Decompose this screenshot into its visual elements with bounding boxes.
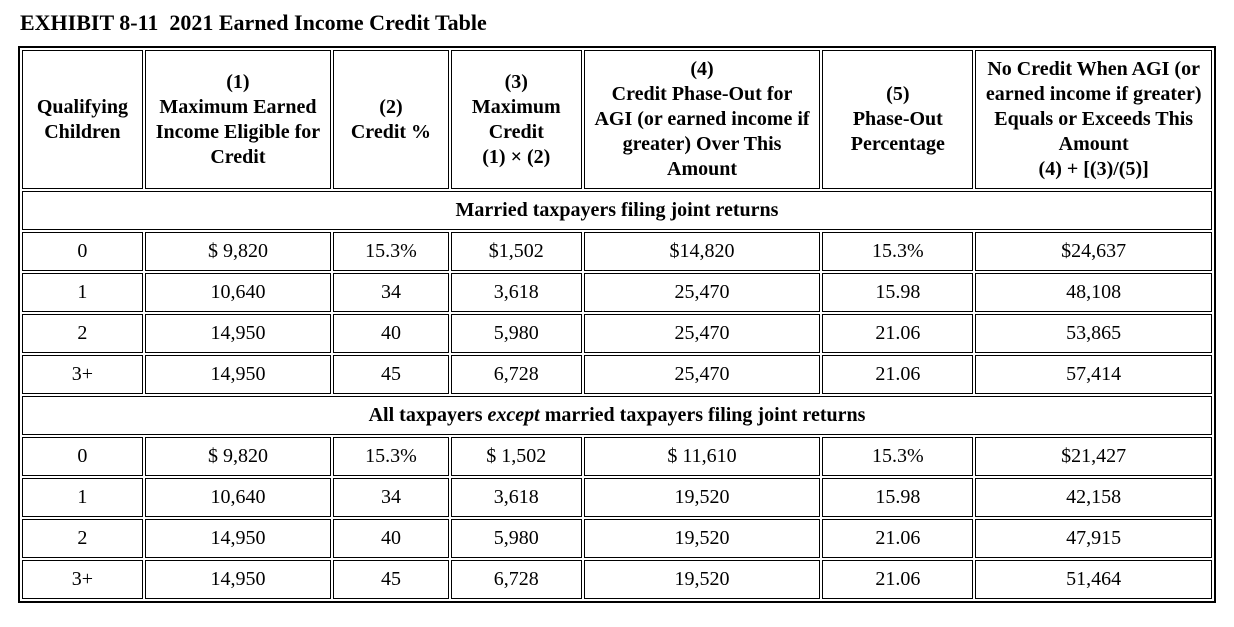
table-row: 2 14,950 40 5,980 19,520 21.06 47,915 <box>22 519 1212 558</box>
cell-col4: 25,470 <box>584 314 821 353</box>
cell-col3: $ 1,502 <box>451 437 582 476</box>
cell-col5: 21.06 <box>822 355 973 394</box>
cell-col4: 25,470 <box>584 355 821 394</box>
cell-col5: 15.3% <box>822 437 973 476</box>
section-label-pre: Married taxpayers filing joint returns <box>456 199 779 221</box>
cell-col3: 5,980 <box>451 519 582 558</box>
table-row: 0 $ 9,820 15.3% $ 1,502 $ 11,610 15.3% $… <box>22 437 1212 476</box>
cell-col6: 57,414 <box>975 355 1212 394</box>
cell-col5: 21.06 <box>822 519 973 558</box>
cell-col3: 6,728 <box>451 355 582 394</box>
section-label-pre: All taxpayers <box>369 404 488 426</box>
cell-col1: 10,640 <box>145 478 331 517</box>
cell-col1: 14,950 <box>145 314 331 353</box>
cell-col2: 34 <box>333 478 449 517</box>
cell-children: 1 <box>22 273 143 312</box>
section-heading-row: Married taxpayers filing joint returns <box>22 191 1212 230</box>
col-header-6: No Credit When AGI (or earned income if … <box>975 50 1212 189</box>
cell-children: 2 <box>22 314 143 353</box>
cell-col3: 3,618 <box>451 273 582 312</box>
cell-col6: 53,865 <box>975 314 1212 353</box>
section-label-post: married taxpayers filing joint returns <box>540 404 866 426</box>
cell-children: 2 <box>22 519 143 558</box>
cell-children: 0 <box>22 232 143 271</box>
table-row: 0 $ 9,820 15.3% $1,502 $14,820 15.3% $24… <box>22 232 1212 271</box>
col-header-1: (1)Maximum Earned Income Eligible for Cr… <box>145 50 331 189</box>
cell-col2: 40 <box>333 314 449 353</box>
cell-col2: 34 <box>333 273 449 312</box>
section-heading: Married taxpayers filing joint returns <box>22 191 1212 230</box>
cell-col2: 40 <box>333 519 449 558</box>
cell-col3: 3,618 <box>451 478 582 517</box>
cell-col6: $21,427 <box>975 437 1212 476</box>
cell-col3: $1,502 <box>451 232 582 271</box>
cell-col5: 21.06 <box>822 560 973 599</box>
cell-col1: 14,950 <box>145 355 331 394</box>
cell-col1: $ 9,820 <box>145 437 331 476</box>
eic-table: Qualifying Children (1)Maximum Earned In… <box>18 46 1216 603</box>
cell-col1: $ 9,820 <box>145 232 331 271</box>
cell-col1: 10,640 <box>145 273 331 312</box>
table-row: 2 14,950 40 5,980 25,470 21.06 53,865 <box>22 314 1212 353</box>
cell-children: 3+ <box>22 560 143 599</box>
cell-col6: 47,915 <box>975 519 1212 558</box>
col-header-2: (2)Credit % <box>333 50 449 189</box>
cell-col1: 14,950 <box>145 519 331 558</box>
col-header-5: (5)Phase-Out Percentage <box>822 50 973 189</box>
cell-col5: 21.06 <box>822 314 973 353</box>
table-body: Married taxpayers filing joint returns 0… <box>22 191 1212 599</box>
col-header-children: Qualifying Children <box>22 50 143 189</box>
section-heading: All taxpayers except married taxpayers f… <box>22 396 1212 435</box>
cell-col6: 51,464 <box>975 560 1212 599</box>
cell-children: 1 <box>22 478 143 517</box>
cell-col1: 14,950 <box>145 560 331 599</box>
cell-col2: 15.3% <box>333 437 449 476</box>
cell-col4: $ 11,610 <box>584 437 821 476</box>
cell-col5: 15.98 <box>822 478 973 517</box>
table-header-row: Qualifying Children (1)Maximum Earned In… <box>22 50 1212 189</box>
cell-col5: 15.3% <box>822 232 973 271</box>
cell-col4: 19,520 <box>584 478 821 517</box>
cell-col2: 45 <box>333 560 449 599</box>
cell-col4: $14,820 <box>584 232 821 271</box>
cell-col5: 15.98 <box>822 273 973 312</box>
table-row: 3+ 14,950 45 6,728 19,520 21.06 51,464 <box>22 560 1212 599</box>
cell-col2: 15.3% <box>333 232 449 271</box>
col-header-3: (3)Maximum Credit(1) × (2) <box>451 50 582 189</box>
cell-col6: $24,637 <box>975 232 1212 271</box>
cell-col6: 48,108 <box>975 273 1212 312</box>
table-row: 1 10,640 34 3,618 25,470 15.98 48,108 <box>22 273 1212 312</box>
cell-col2: 45 <box>333 355 449 394</box>
cell-col4: 25,470 <box>584 273 821 312</box>
cell-col3: 6,728 <box>451 560 582 599</box>
col-header-4: (4)Credit Phase-Out for AGI (or earned i… <box>584 50 821 189</box>
cell-children: 0 <box>22 437 143 476</box>
table-row: 1 10,640 34 3,618 19,520 15.98 42,158 <box>22 478 1212 517</box>
section-heading-row: All taxpayers except married taxpayers f… <box>22 396 1212 435</box>
cell-children: 3+ <box>22 355 143 394</box>
cell-col6: 42,158 <box>975 478 1212 517</box>
cell-col3: 5,980 <box>451 314 582 353</box>
section-label-italic: except <box>488 404 540 426</box>
cell-col4: 19,520 <box>584 560 821 599</box>
table-row: 3+ 14,950 45 6,728 25,470 21.06 57,414 <box>22 355 1212 394</box>
exhibit-title: EXHIBIT 8-11 2021 Earned Income Credit T… <box>20 10 1216 36</box>
cell-col4: 19,520 <box>584 519 821 558</box>
